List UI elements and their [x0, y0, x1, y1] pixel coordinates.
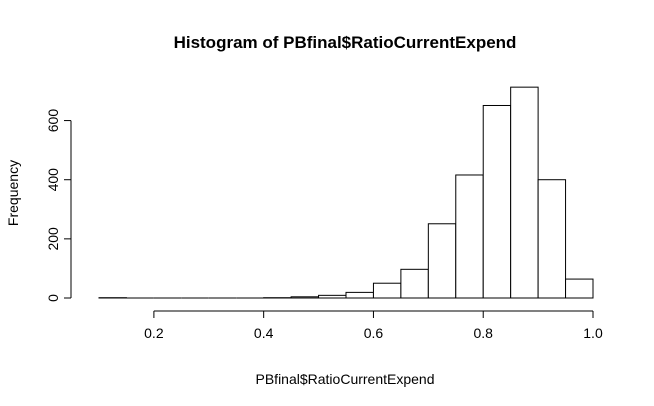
y-tick-label: 0: [45, 294, 61, 302]
y-axis-label: Frequency: [5, 160, 21, 226]
x-tick-label: 0.4: [254, 325, 274, 341]
x-axis: 0.2 0.4 0.6 0.8 1.0: [144, 310, 603, 341]
histogram-bar: [372, 282, 402, 299]
histogram-bar: [345, 291, 374, 299]
y-tick-label: 600: [45, 109, 61, 133]
y-tick-label: 400: [45, 168, 61, 192]
histogram-bar: [455, 174, 484, 299]
histogram-bar: [565, 278, 594, 299]
x-axis-label: PBfinal$RatioCurrentExpend: [256, 371, 435, 387]
histogram-bar: [318, 294, 347, 299]
y-tick-label: 200: [45, 227, 61, 251]
y-axis: 0 200 400 600: [45, 109, 72, 302]
x-tick-label: 1.0: [583, 325, 603, 341]
histogram-bar: [482, 104, 512, 299]
x-tick-label: 0.6: [364, 325, 384, 341]
chart-title: Histogram of PBfinal$RatioCurrentExpend: [174, 33, 517, 52]
histogram-bar: [400, 268, 429, 299]
bars-group: [98, 86, 594, 299]
histogram-bar: [290, 296, 320, 299]
x-tick-label: 0.8: [473, 325, 493, 341]
histogram-bar: [427, 223, 457, 299]
x-tick-label: 0.2: [144, 325, 164, 341]
histogram-bar: [510, 86, 539, 299]
histogram-bar: [537, 179, 567, 299]
